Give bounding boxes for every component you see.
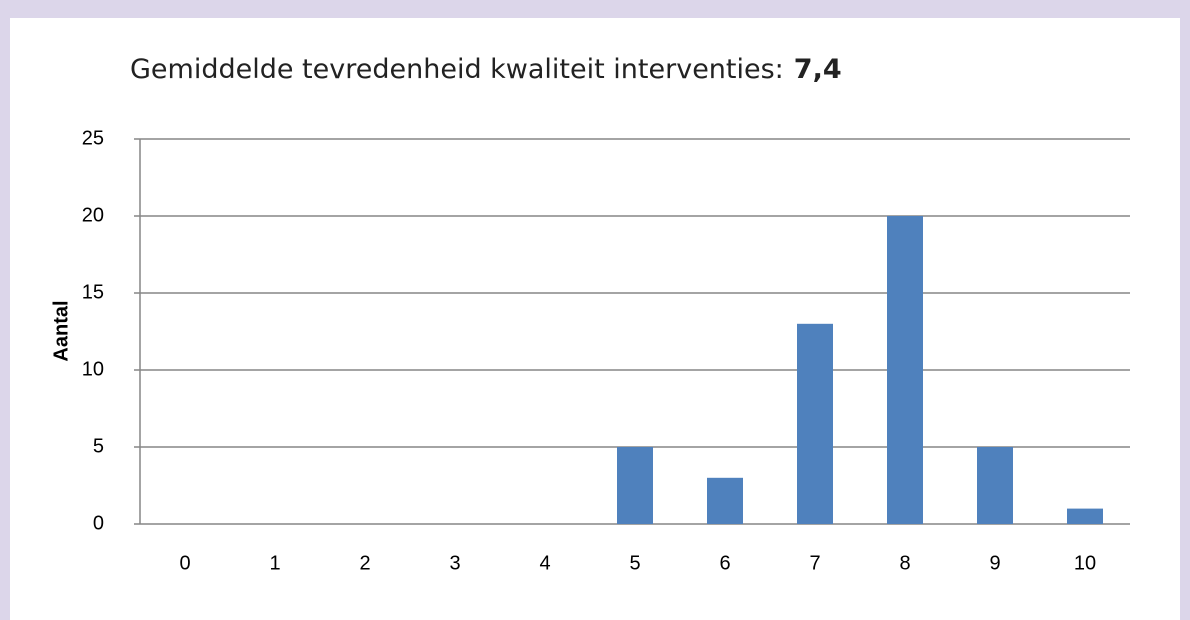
x-tick-label: 5	[629, 552, 640, 574]
bar	[707, 477, 743, 524]
panel	[10, 18, 1180, 620]
y-tick-label: 20	[82, 204, 104, 226]
x-tick-label: 4	[539, 552, 550, 574]
chart-title-value: 7,4	[794, 54, 842, 85]
x-tick-label: 8	[899, 552, 910, 574]
bar	[617, 447, 653, 524]
x-tick-label: 9	[989, 552, 1000, 574]
y-tick-label: 0	[93, 512, 104, 534]
y-axis-label: Aantal	[50, 300, 72, 361]
bar	[1067, 508, 1103, 524]
y-tick-label: 25	[82, 127, 104, 149]
chart-title: Gemiddelde tevredenheid kwaliteit interv…	[130, 54, 784, 85]
x-tick-label: 2	[359, 552, 370, 574]
x-tick-label: 7	[809, 552, 820, 574]
x-tick-label: 10	[1074, 552, 1096, 574]
bar	[977, 447, 1013, 524]
y-tick-label: 5	[93, 435, 104, 457]
y-tick-label: 10	[82, 358, 104, 380]
x-tick-label: 6	[719, 552, 730, 574]
bar	[887, 216, 923, 524]
y-tick-label: 15	[82, 281, 104, 303]
x-tick-label: 0	[179, 552, 190, 574]
chart-title-group: Gemiddelde tevredenheid kwaliteit interv…	[130, 54, 842, 85]
x-tick-label: 1	[269, 552, 280, 574]
x-tick-label: 3	[449, 552, 460, 574]
bar	[797, 323, 833, 524]
